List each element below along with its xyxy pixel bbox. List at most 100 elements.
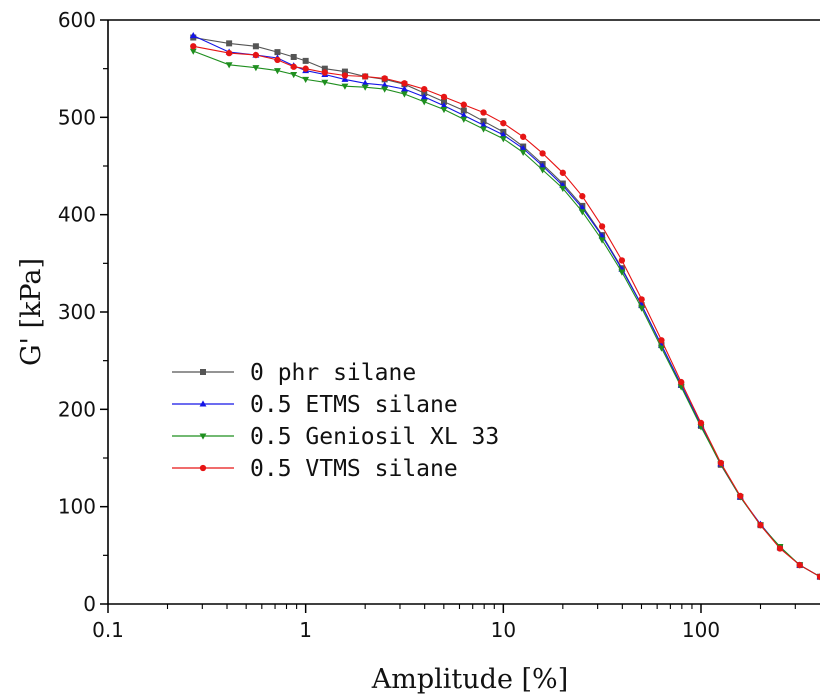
x-tick-label-1: 1 (299, 618, 312, 642)
series-line-0 (193, 36, 820, 578)
data-point-2-11 (420, 99, 428, 106)
data-point-2-15 (499, 136, 507, 143)
data-point-2-21 (618, 269, 626, 276)
data-point-2-20 (598, 237, 606, 244)
data-point-3-26 (717, 459, 724, 467)
y-tick-label-2: 200 (58, 397, 96, 421)
x-tick-label-2: 10 (491, 618, 516, 642)
data-point-2-23 (658, 345, 665, 352)
legend-label-2: 0.5 Geniosil XL 33 (250, 424, 499, 450)
y-axis-title: G' [kPa] (16, 258, 47, 366)
legend-marker-2 (199, 433, 207, 440)
data-point-3-25 (697, 419, 705, 427)
data-point-3-6 (321, 69, 328, 76)
data-point-3-23 (658, 337, 665, 344)
series-2 (189, 48, 820, 581)
data-point-2-2 (252, 65, 260, 72)
data-point-2-22 (638, 305, 646, 312)
data-point-3-19 (579, 193, 586, 200)
y-tick-label-4: 400 (58, 203, 96, 227)
data-point-1-0 (189, 31, 197, 39)
ticks: 0 100 200 300 400 500 600 0.1 1 10 100 (58, 8, 796, 642)
data-point-3-20 (598, 223, 606, 230)
series-line-3 (193, 45, 820, 578)
data-point-3-8 (362, 73, 369, 80)
data-point-1-17 (539, 162, 547, 169)
data-point-2-0 (189, 48, 197, 55)
data-point-2-5 (302, 76, 310, 83)
data-point-3-2 (252, 51, 260, 59)
data-point-2-13 (460, 116, 468, 123)
data-point-0-14 (480, 118, 487, 125)
data-point-1-16 (519, 144, 527, 152)
data-point-0-4 (290, 53, 297, 60)
series-1 (189, 31, 820, 580)
data-point-2-7 (341, 83, 349, 90)
data-point-1-14 (480, 121, 487, 128)
data-point-0-1 (226, 40, 233, 47)
data-point-0-5 (302, 57, 309, 64)
data-point-0-7 (341, 68, 348, 75)
data-point-2-4 (290, 71, 298, 79)
data-point-2-18 (559, 185, 567, 192)
legend-label-0: 0 phr silane (250, 360, 416, 386)
series-line-2 (193, 50, 820, 578)
x-tick-label-3: 100 (682, 618, 720, 642)
data-point-3-27 (737, 492, 744, 500)
data-point-3-13 (460, 101, 467, 108)
data-point-0-13 (460, 107, 467, 114)
data-point-3-28 (757, 522, 764, 529)
data-point-3-24 (678, 378, 685, 386)
data-point-2-6 (321, 79, 329, 86)
y-tick-label-1: 100 (58, 495, 96, 519)
data-point-3-5 (302, 65, 309, 72)
data-point-2-12 (440, 106, 448, 114)
data-point-2-3 (274, 68, 281, 75)
y-tick-label-5: 500 (58, 105, 96, 129)
legend-marker-3 (199, 464, 207, 472)
data-point-3-3 (274, 56, 281, 64)
data-point-0-2 (252, 43, 259, 50)
data-point-1-9 (381, 81, 389, 88)
data-point-1-11 (420, 93, 428, 100)
data-point-3-4 (290, 63, 297, 70)
data-point-1-10 (400, 85, 408, 92)
legend-label-1: 0.5 ETMS silane (250, 392, 458, 418)
data-point-2-14 (480, 126, 487, 133)
legend-label-3: 0.5 VTMS silane (250, 456, 458, 482)
data-point-0-3 (274, 49, 281, 56)
data-point-3-15 (500, 120, 507, 127)
data-point-1-8 (361, 79, 369, 86)
data-point-3-14 (480, 109, 487, 116)
data-point-3-7 (341, 72, 349, 79)
data-point-2-19 (578, 209, 586, 216)
series-3 (190, 43, 820, 580)
y-tick-label-3: 300 (58, 300, 96, 324)
data-point-0-6 (321, 65, 328, 72)
data-point-3-10 (401, 80, 408, 87)
data-point-2-9 (381, 86, 389, 93)
legend-marker-1 (199, 400, 207, 407)
data-point-3-21 (618, 257, 626, 264)
x-axis-title: Amplitude [%] (371, 664, 568, 695)
x-tick-label-0: 0.1 (92, 618, 124, 642)
data-point-2-16 (519, 149, 527, 156)
data-point-3-16 (520, 133, 527, 140)
data-point-3-9 (381, 75, 388, 82)
data-point-1-12 (440, 102, 448, 109)
data-point-2-10 (400, 91, 408, 98)
legend-item-1: 0.5 ETMS silane (172, 392, 458, 418)
data-point-3-29 (776, 545, 784, 552)
data-point-0-12 (440, 98, 447, 105)
y-tick-label-0: 0 (83, 592, 96, 616)
legend: 0 phr silane 0.5 ETMS silane 0.5 Geniosil … (172, 360, 499, 482)
legend-item-2: 0.5 Geniosil XL 33 (172, 424, 499, 450)
data-point-2-17 (539, 167, 547, 174)
data-point-3-31 (816, 573, 820, 580)
data-point-3-30 (796, 561, 803, 569)
data-point-1-13 (460, 111, 468, 118)
data-point-3-12 (440, 93, 448, 101)
legend-item-0: 0 phr silane (172, 360, 416, 386)
data-point-3-11 (421, 85, 428, 93)
